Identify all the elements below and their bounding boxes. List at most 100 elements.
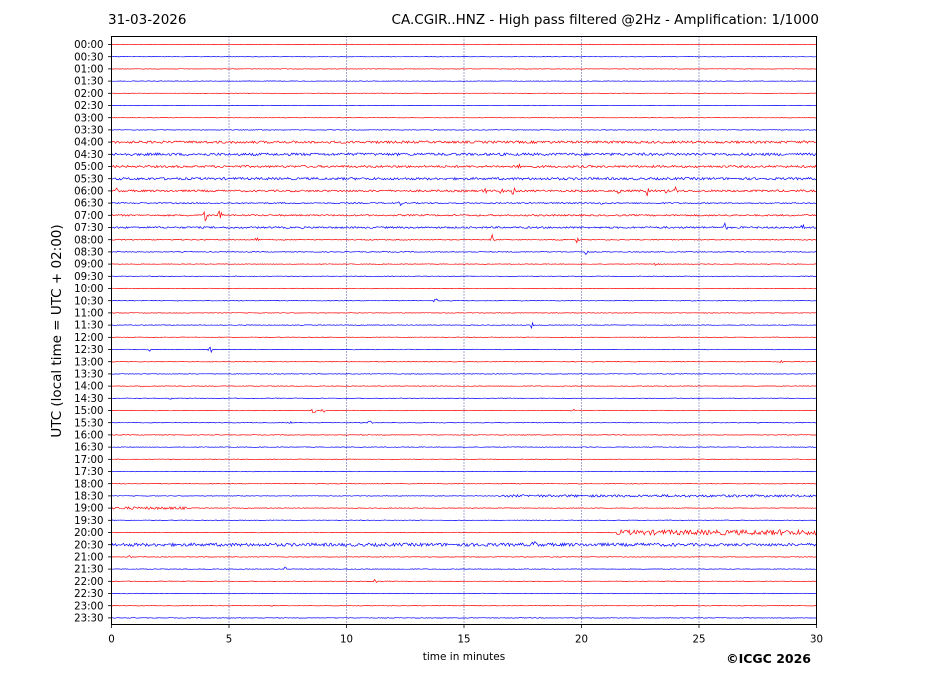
trace-1430 [111,397,817,400]
trace-1030 [111,298,817,303]
y-tick-label: 07:30 [74,223,103,234]
y-tick-label: 09:30 [74,272,103,283]
trace-1530 [111,420,817,424]
chart-title: CA.CGIR..HNZ - High pass filtered @2Hz -… [391,12,819,28]
y-tick-label: 20:00 [74,528,103,539]
y-tick-label: 01:30 [74,77,103,88]
y-tick-label: 22:00 [74,577,103,588]
x-tick-label: 0 [108,635,114,646]
trace-2000 [111,528,817,536]
trace-1730 [111,470,817,473]
y-tick-label: 15:30 [74,418,103,429]
x-tick-label: 10 [340,635,353,646]
y-tick-label: 13:30 [74,370,103,381]
trace-layer [111,43,817,619]
trace-0830 [111,250,817,256]
x-tick-labels: 0 5 10 15 20 25 30 [108,624,823,646]
x-tick-label: 20 [575,635,588,646]
y-tick-label: 14:30 [74,394,103,405]
y-tick-label: 17:30 [74,467,103,478]
trace-0800 [111,233,817,244]
y-axis-label: UTC (local time = UTC + 02:00) [49,224,65,437]
trace-1000 [111,287,817,290]
y-tick-label: 19:30 [74,516,103,527]
trace-2030 [111,541,817,548]
trace-0400 [111,140,817,145]
trace-1700 [111,458,817,460]
y-tick-label: 06:30 [74,199,103,210]
trace-2130 [111,566,817,570]
trace-1300 [111,359,817,364]
y-tick-label: 04:30 [74,150,103,161]
y-tick-label: 18:00 [74,479,103,490]
y-tick-label: 13:00 [74,357,103,368]
trace-1400 [111,385,817,388]
y-tick-label: 16:00 [74,431,103,442]
y-tick-label: 12:30 [74,345,103,356]
x-tick-label: 5 [226,635,232,646]
y-tick-label: 23:30 [74,614,103,625]
y-tick-label: 18:30 [74,492,103,503]
y-tick-label: 09:00 [74,260,103,271]
y-tick-label: 16:30 [74,443,103,454]
trace-0900 [111,263,817,266]
trace-1800 [111,483,817,485]
trace-1900 [111,506,817,511]
trace-0600 [111,185,817,197]
trace-2330 [111,617,817,619]
trace-0530 [111,176,817,181]
y-tick-label: 08:00 [74,235,103,246]
trace-2230 [111,592,817,595]
y-tick-label: 04:00 [74,138,103,149]
y-tick-label: 05:30 [74,174,103,185]
trace-2200 [111,578,817,584]
y-tick-label: 17:00 [74,455,103,466]
trace-1200 [111,336,817,338]
trace-1100 [111,312,817,314]
trace-2300 [111,604,817,607]
y-tick-label: 14:00 [74,382,103,393]
trace-1130 [111,321,817,330]
trace-1330 [111,373,817,375]
y-tick-label: 07:00 [74,211,103,222]
grid-layer [228,36,700,625]
y-tick-label: 11:00 [74,309,103,320]
y-tick-label: 10:30 [74,296,103,307]
trace-1930 [111,519,817,521]
y-tick-label: 22:30 [74,589,103,600]
y-tick-label: 21:30 [74,565,103,576]
trace-0330 [111,129,817,131]
x-tick-label: 15 [458,635,471,646]
trace-1830 [111,493,817,498]
y-tick-label: 12:00 [74,333,103,344]
y-tick-label: 00:00 [74,40,103,51]
y-tick-label: 05:00 [74,162,103,173]
trace-1630 [111,446,817,448]
trace-0430 [111,152,817,157]
trace-0930 [111,275,817,277]
trace-0700 [111,210,817,222]
y-tick-label: 15:00 [74,406,103,417]
y-tick-label: 19:00 [74,504,103,515]
y-tick-label: 03:30 [74,126,103,137]
trace-1600 [111,434,817,436]
trace-1500 [111,408,817,414]
trace-0630 [111,201,817,207]
date-label: 31-03-2026 [108,12,187,28]
trace-0500 [111,163,817,169]
y-tick-label: 02:00 [74,89,103,100]
y-tick-label: 00:30 [74,52,103,63]
y-tick-label: 01:00 [74,65,103,76]
x-tick-label: 25 [693,635,706,646]
trace-0730 [111,222,817,231]
y-tick-label: 21:00 [74,553,103,564]
x-axis-label: time in minutes [423,651,505,663]
y-tick-label: 20:30 [74,540,103,551]
y-tick-label: 23:00 [74,601,103,612]
x-tick-label: 30 [810,635,823,646]
trace-2100 [111,555,817,559]
y-tick-label: 02:30 [74,101,103,112]
y-tick-label: 08:30 [74,248,103,259]
